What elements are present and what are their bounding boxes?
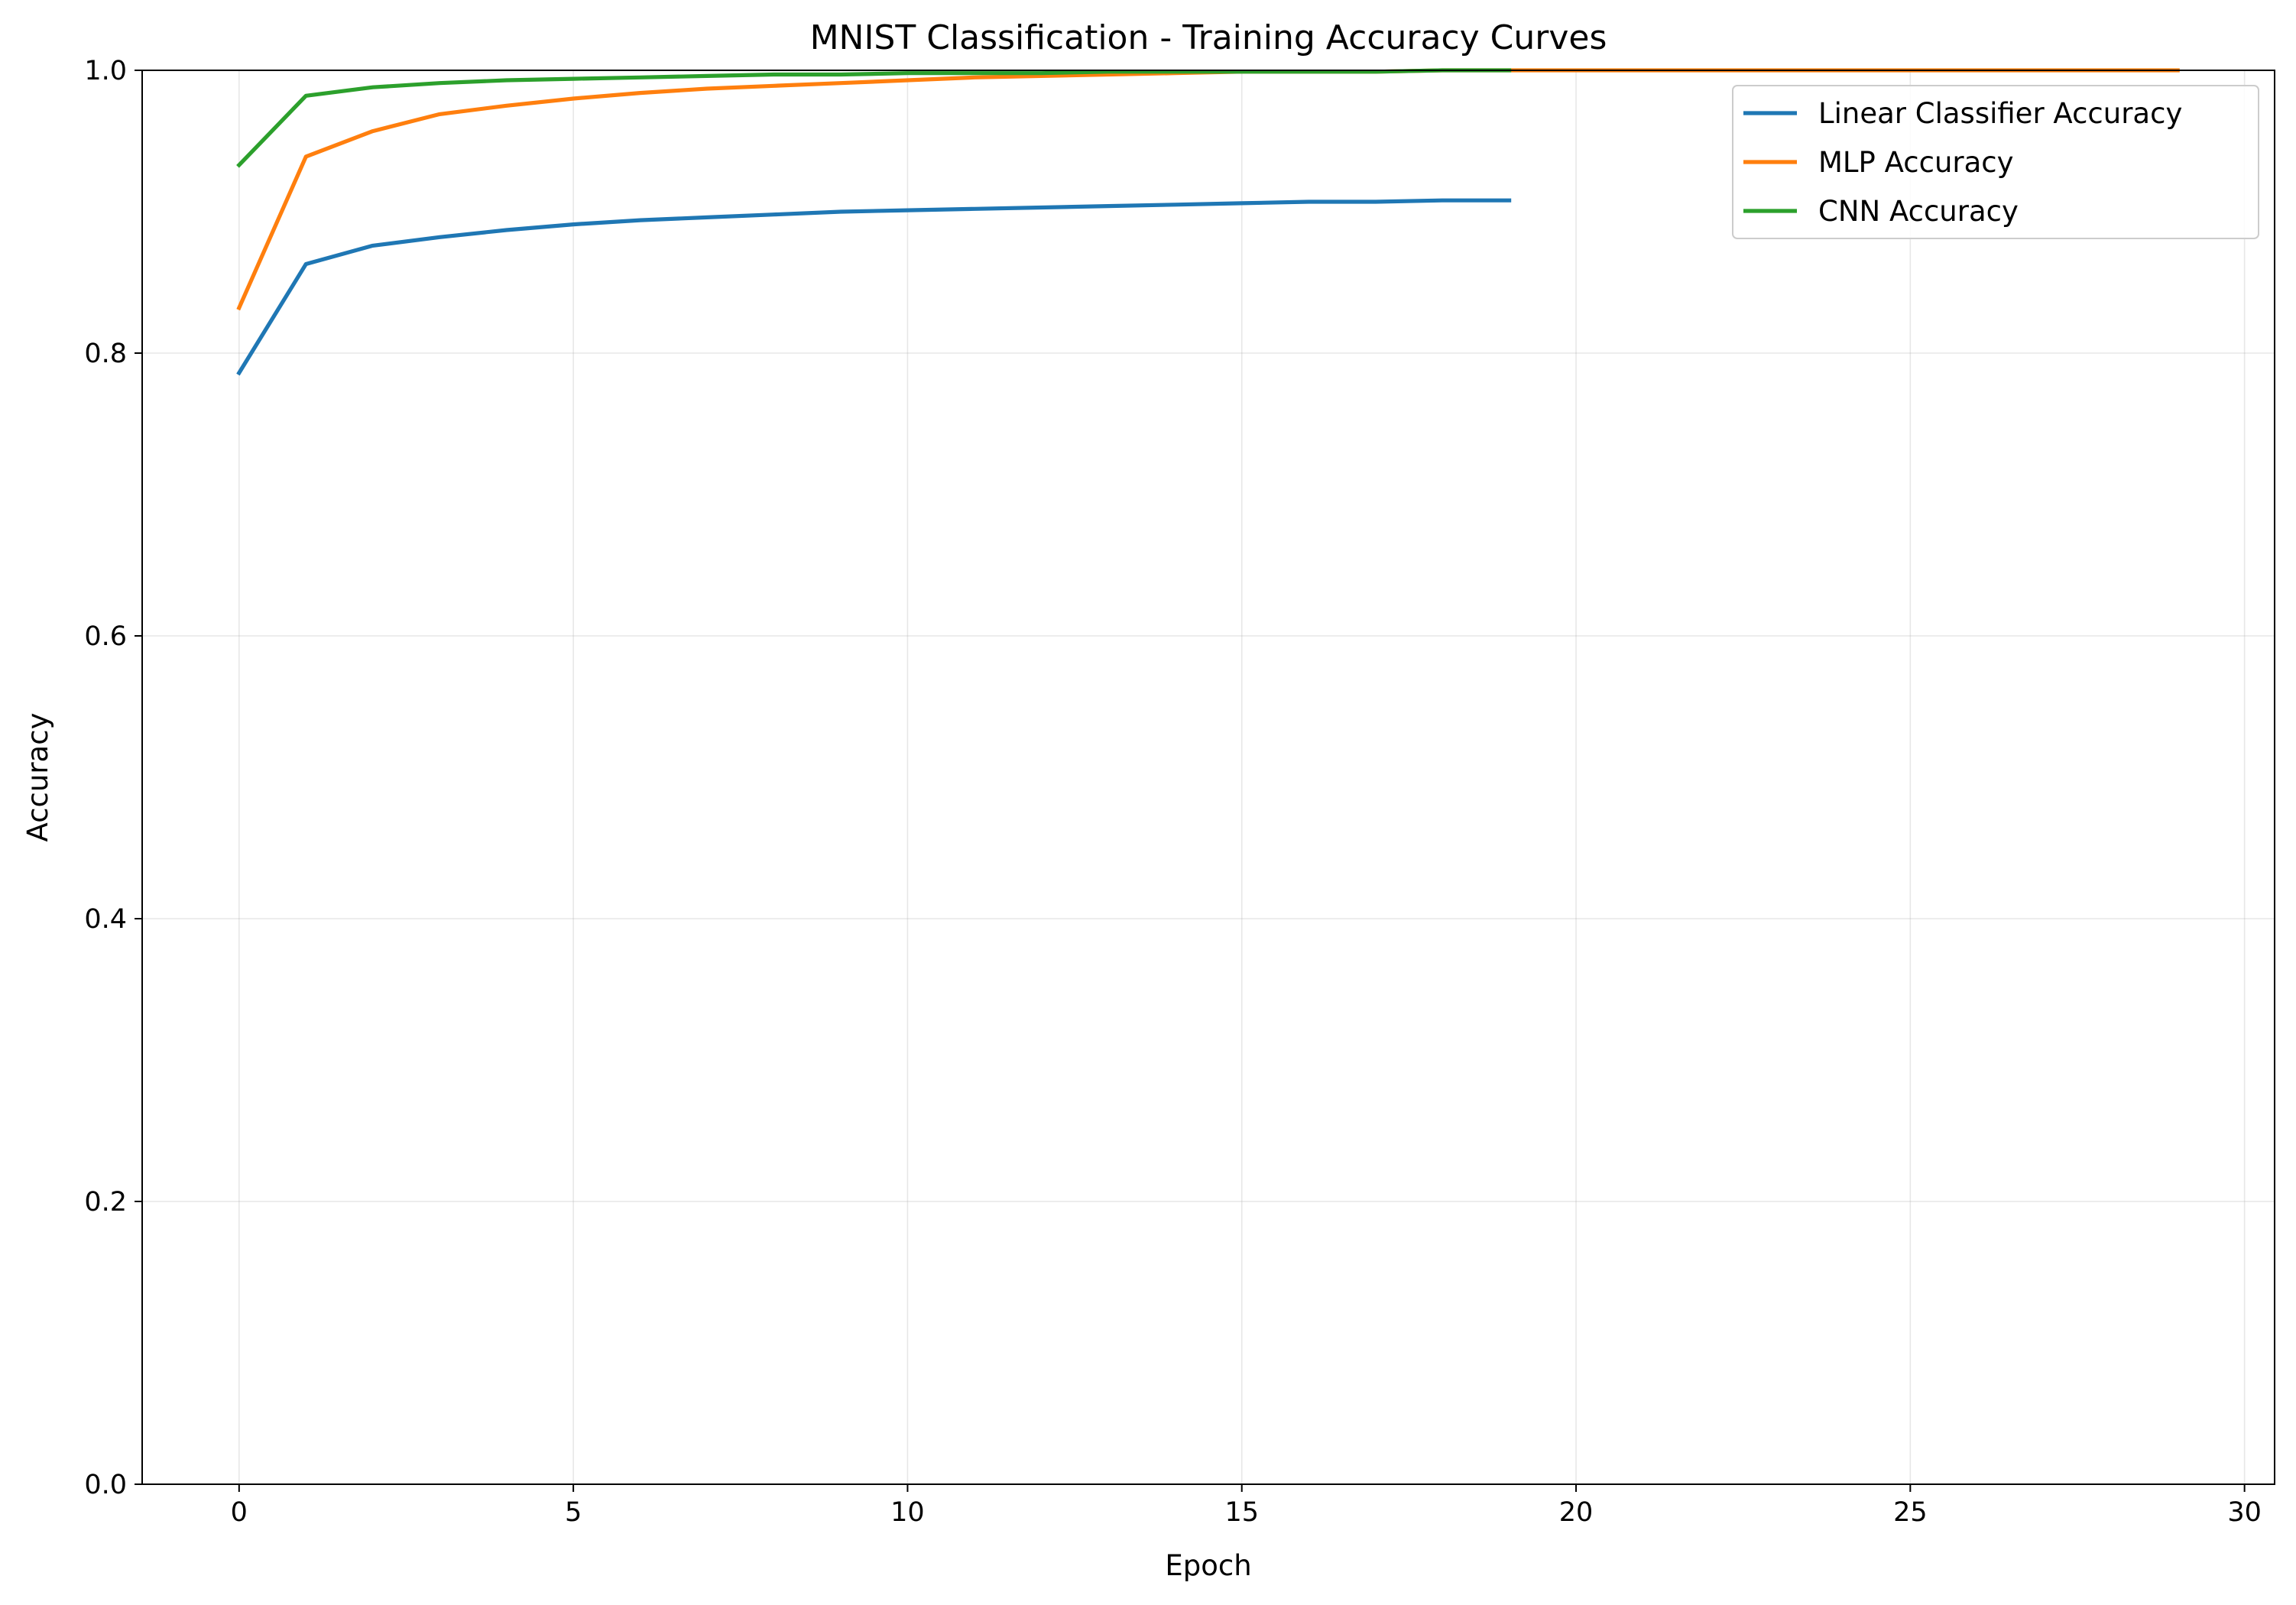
legend-label: CNN Accuracy	[1818, 195, 2019, 228]
y-tick-label: 0.2	[84, 1187, 127, 1218]
x-tick-label: 5	[565, 1497, 582, 1528]
x-axis-label: Epoch	[1165, 1549, 1251, 1582]
x-tick-label: 20	[1559, 1497, 1594, 1528]
y-axis-label: Accuracy	[21, 713, 54, 842]
x-tick-label: 15	[1224, 1497, 1259, 1528]
x-tick-label: 30	[2227, 1497, 2262, 1528]
legend: Linear Classifier Accuracy MLP Accuracy CN…	[1732, 85, 2259, 239]
y-tick-label: 0.0	[84, 1470, 127, 1500]
linear-classifier-accuracy-line	[236, 198, 1512, 376]
x-tick-label: 10	[890, 1497, 925, 1528]
y-tick-label: 0.8	[84, 339, 127, 369]
ticks-layer: 0 5 10 15 20 25 30 0.0 0.2 0.4 0.6 0.8 1.0	[84, 56, 2262, 1528]
y-tick-label: 0.6	[84, 621, 127, 652]
legend-label: MLP Accuracy	[1818, 146, 2014, 179]
x-tick-label: 0	[231, 1497, 248, 1528]
legend-label: Linear Classifier Accuracy	[1818, 97, 2182, 130]
legend-box	[1732, 85, 2259, 239]
x-tick-label: 25	[1893, 1497, 1928, 1528]
plot-frame	[141, 70, 2275, 1485]
y-tick-label: 0.4	[84, 904, 127, 935]
chart-title: MNIST Classification - Training Accuracy…	[810, 18, 1607, 57]
cnn-accuracy-line	[236, 68, 1512, 168]
y-tick-label: 1.0	[84, 56, 127, 86]
